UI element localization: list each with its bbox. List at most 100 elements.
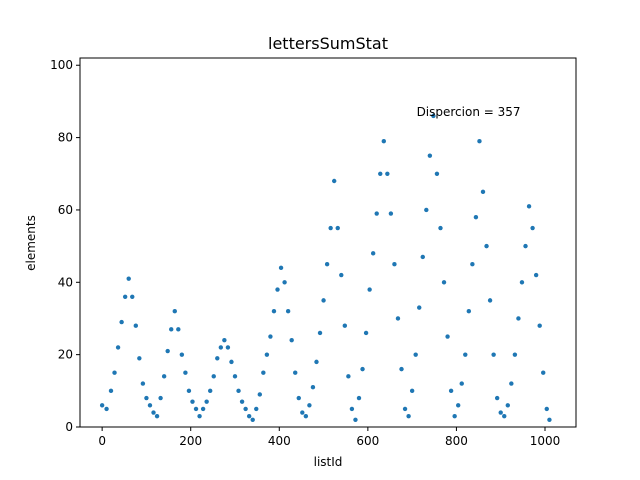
data-point — [420, 254, 425, 260]
x-axis-label: listId — [314, 455, 343, 469]
data-point — [296, 395, 301, 401]
data-point — [399, 366, 404, 372]
data-point — [232, 374, 238, 379]
data-point — [204, 399, 209, 404]
data-point — [448, 388, 454, 394]
data-point — [140, 381, 146, 386]
data-point — [293, 370, 298, 375]
data-point — [434, 171, 440, 176]
data-point — [193, 406, 199, 412]
data-point — [275, 287, 280, 292]
data-point — [324, 262, 330, 267]
data-point — [427, 153, 433, 158]
data-point — [332, 178, 337, 184]
data-point — [367, 287, 372, 292]
data-point — [466, 309, 472, 314]
data-point — [512, 352, 518, 357]
data-point — [459, 381, 464, 386]
data-point — [445, 334, 450, 339]
data-point — [112, 370, 117, 375]
data-point — [261, 370, 266, 375]
y-tick-label: 80 — [58, 131, 73, 145]
data-point — [491, 352, 496, 357]
data-point — [314, 359, 319, 365]
data-point — [346, 374, 351, 379]
data-point — [370, 251, 376, 256]
data-point — [353, 417, 358, 422]
data-point — [278, 265, 284, 271]
data-point — [133, 323, 138, 328]
data-point — [519, 280, 525, 285]
data-point — [271, 309, 277, 314]
data-point — [172, 309, 177, 314]
data-point — [406, 413, 411, 419]
data-point — [200, 406, 206, 412]
data-point — [470, 262, 475, 267]
data-point — [477, 139, 482, 144]
data-point — [137, 356, 142, 361]
data-point — [381, 139, 386, 144]
data-point — [544, 406, 549, 412]
data-point — [183, 370, 188, 375]
data-point — [530, 225, 535, 231]
data-point — [339, 272, 344, 278]
data-point — [268, 334, 273, 339]
data-point — [374, 211, 379, 216]
data-point — [144, 395, 149, 401]
data-point — [413, 352, 418, 357]
data-point — [186, 388, 192, 394]
data-point — [395, 316, 401, 321]
data-point — [505, 403, 510, 408]
data-point — [502, 413, 507, 419]
data-point — [431, 113, 436, 119]
data-point — [452, 413, 457, 419]
data-point — [363, 330, 369, 336]
data-point — [108, 388, 114, 394]
data-point — [154, 413, 160, 419]
data-point — [243, 406, 248, 412]
data-point — [498, 410, 503, 415]
data-point — [523, 243, 528, 249]
data-point — [385, 171, 390, 176]
dispersion-annotation: Dispercion = 357 — [417, 105, 521, 119]
data-point — [169, 327, 174, 332]
data-point — [158, 395, 163, 401]
y-axis-label: elements — [24, 215, 38, 271]
data-point — [239, 399, 245, 404]
data-point — [130, 294, 135, 299]
data-point — [342, 323, 348, 328]
data-point — [307, 403, 312, 408]
x-tick-label: 0 — [98, 434, 106, 448]
data-point — [328, 225, 333, 231]
data-point — [229, 359, 234, 365]
data-point — [541, 370, 546, 375]
data-point — [456, 403, 461, 408]
x-tick-label: 600 — [356, 434, 379, 448]
data-point — [236, 388, 241, 394]
data-point — [126, 276, 131, 281]
data-point — [424, 207, 429, 213]
data-point — [533, 272, 539, 278]
y-tick-label: 100 — [50, 58, 73, 72]
data-point — [225, 345, 231, 350]
data-point — [99, 403, 105, 408]
data-point — [257, 392, 262, 397]
data-point — [179, 352, 185, 357]
data-point — [197, 413, 202, 419]
y-tick-label: 0 — [65, 420, 73, 434]
data-point — [246, 413, 252, 419]
data-point — [208, 388, 213, 394]
chart-title: lettersSumStat — [268, 34, 388, 53]
data-point — [147, 403, 153, 408]
data-point — [438, 225, 443, 231]
data-point — [300, 410, 305, 415]
plot-frame — [79, 57, 577, 428]
data-point — [303, 413, 309, 419]
data-point — [335, 225, 340, 231]
data-point — [264, 352, 270, 357]
data-point — [402, 406, 408, 412]
plot-area: 0 200 400 600 800 1000 0 20 40 60 80 100 Dispercion … — [50, 57, 577, 448]
data-point — [409, 388, 415, 394]
